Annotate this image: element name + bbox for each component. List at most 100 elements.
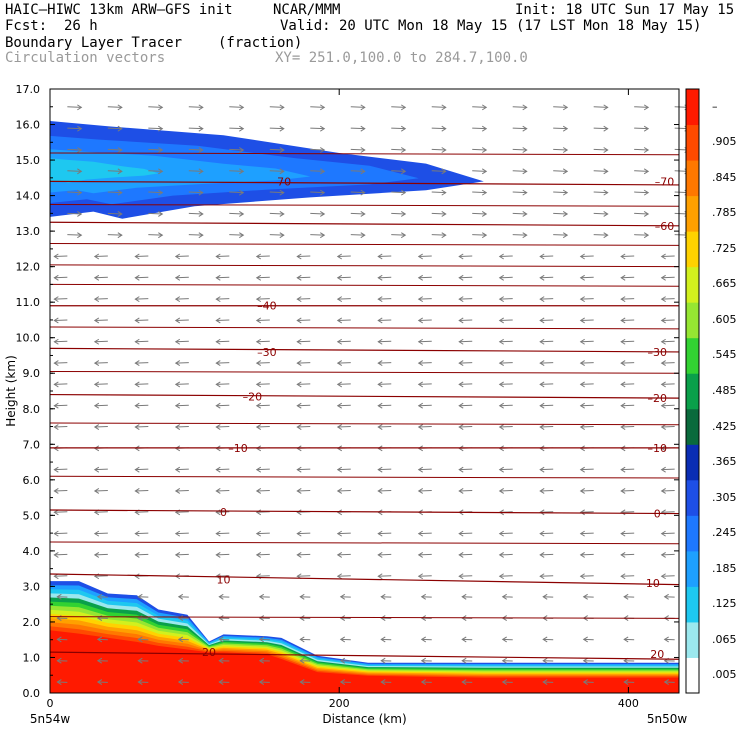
- vector-arrow: [580, 404, 594, 407]
- vector-arrowhead: [53, 317, 59, 324]
- vector-arrowhead: [539, 360, 545, 367]
- vector-arrow: [661, 426, 675, 428]
- vector-arrowhead: [562, 232, 569, 239]
- vector-arrowhead: [481, 125, 488, 132]
- vector-arrow: [621, 383, 635, 385]
- vector-arrowhead: [320, 125, 326, 132]
- vector-arrow: [337, 404, 351, 407]
- vector-arrowhead: [279, 125, 285, 132]
- vector-arrowhead: [296, 552, 302, 558]
- vector-arrow: [107, 191, 122, 194]
- vector-arrow: [310, 127, 325, 130]
- temperature-contour: [49, 203, 680, 207]
- vector-arrow: [593, 148, 608, 151]
- vector-arrow: [378, 298, 392, 300]
- vector-arrowhead: [539, 296, 545, 303]
- vector-arrowhead: [603, 147, 609, 153]
- vector-arrowhead: [458, 488, 464, 494]
- x-tick-label: 200: [329, 697, 350, 710]
- vector-arrowhead: [255, 488, 262, 494]
- vector-arrow: [337, 319, 351, 321]
- colorbar-swatch: [686, 408, 699, 445]
- vector-arrowhead: [539, 552, 545, 558]
- vector-arrowhead: [134, 317, 140, 324]
- colorbar-label: .065: [712, 632, 737, 646]
- vector-arrowhead: [417, 530, 424, 537]
- vector-arrowhead: [380, 593, 386, 600]
- vector-arrow: [661, 319, 675, 321]
- vector-arrowhead: [660, 338, 666, 345]
- temperature-contour: [49, 616, 680, 619]
- vector-arrow: [94, 532, 108, 535]
- vector-arrow: [310, 212, 325, 215]
- temperature-contour: [49, 651, 680, 660]
- vector-arrowhead: [377, 424, 383, 430]
- vector-arrowhead: [53, 381, 59, 388]
- vector-arrow: [540, 426, 554, 428]
- colorbar-swatch: [686, 621, 699, 658]
- vector-arrow: [472, 234, 487, 236]
- vector-arrow: [337, 489, 351, 492]
- vector-arrow: [337, 276, 351, 279]
- vector-arrowhead: [620, 381, 626, 388]
- vector-arrowhead: [117, 168, 123, 175]
- vector-arrow: [661, 404, 675, 407]
- vector-arrowhead: [174, 317, 181, 324]
- vector-arrowhead: [377, 274, 383, 281]
- vector-arrowhead: [53, 296, 59, 303]
- vector-arrowhead: [255, 296, 262, 303]
- vector-arrowhead: [93, 338, 100, 345]
- vector-arrow: [229, 212, 244, 215]
- axes-layer: 0.0 1.0 2.0 3.0 4.0 5.0 6.0 7.0 8.0 9.0 10.0 11.0 12…: [4, 83, 687, 726]
- vector-arrow: [580, 383, 594, 385]
- vector-arrow: [216, 532, 230, 535]
- vector-arrowhead: [93, 552, 100, 558]
- vector-arrowhead: [420, 657, 427, 664]
- tracer-fill-layer: [50, 121, 679, 693]
- vector-arrow: [418, 532, 432, 535]
- vector-arrowhead: [177, 593, 184, 600]
- vector-arrowhead: [498, 317, 504, 324]
- vector-arrow: [499, 489, 513, 492]
- vector-arrowhead: [336, 488, 343, 494]
- vector-arrow: [54, 511, 68, 513]
- vector-arrowhead: [339, 615, 346, 622]
- vector-arrow: [229, 234, 244, 236]
- y-tick-label: 12.0: [16, 261, 41, 274]
- vector-arrow: [175, 276, 189, 279]
- vector-arrowhead: [279, 147, 285, 153]
- vector-arrow: [54, 362, 68, 364]
- org-label: NCAR/MMM: [273, 2, 341, 18]
- vector-arrow: [621, 532, 635, 535]
- vector-arrow: [472, 148, 487, 151]
- vector-arrowhead: [158, 232, 164, 239]
- vector-arrow: [175, 553, 189, 556]
- vector-arrow: [54, 276, 68, 279]
- vector-arrow: [378, 319, 392, 321]
- vector-arrow: [418, 362, 432, 364]
- vector-arrowhead: [296, 360, 302, 367]
- vector-arrow: [216, 298, 230, 300]
- vector-arrow: [540, 532, 554, 535]
- vector-arrowhead: [198, 211, 204, 217]
- vector-arrow: [256, 276, 270, 279]
- vector-arrow: [580, 532, 594, 535]
- vector-arrow: [297, 404, 311, 407]
- vector-arrowhead: [299, 657, 305, 664]
- colorbar-label: .425: [712, 419, 737, 433]
- vector-arrow: [67, 191, 82, 194]
- vector-arrowhead: [522, 232, 528, 239]
- vector-arrow: [135, 489, 149, 492]
- vector-arrow: [499, 383, 513, 385]
- vector-arrow: [54, 468, 68, 471]
- vector-arrow: [67, 106, 82, 108]
- vector-arrow: [418, 276, 432, 279]
- vector-arrowhead: [255, 274, 262, 281]
- vector-arrow: [553, 191, 568, 194]
- vector-arrow: [269, 127, 284, 130]
- vector-arrow: [94, 383, 108, 385]
- vector-arrowhead: [417, 488, 424, 494]
- vector-arrowhead: [498, 338, 504, 345]
- vector-arrowhead: [96, 636, 103, 643]
- vector-arrowhead: [117, 147, 123, 153]
